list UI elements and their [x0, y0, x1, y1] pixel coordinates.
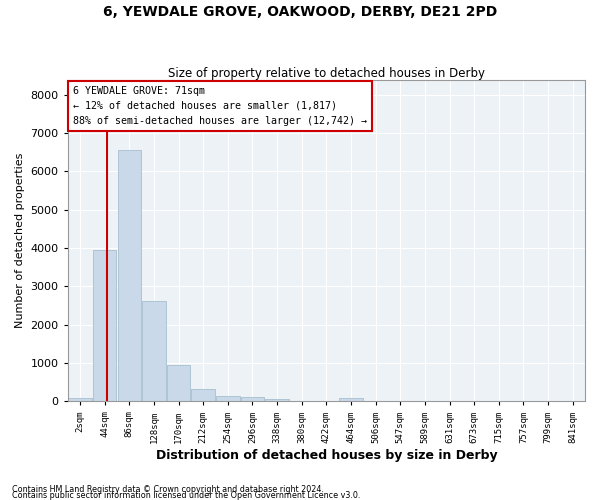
- Title: Size of property relative to detached houses in Derby: Size of property relative to detached ho…: [168, 66, 485, 80]
- Y-axis label: Number of detached properties: Number of detached properties: [15, 152, 25, 328]
- X-axis label: Distribution of detached houses by size in Derby: Distribution of detached houses by size …: [155, 450, 497, 462]
- Bar: [265, 398, 289, 402]
- Bar: [167, 364, 190, 402]
- Text: 6, YEWDALE GROVE, OAKWOOD, DERBY, DE21 2PD: 6, YEWDALE GROVE, OAKWOOD, DERBY, DE21 2…: [103, 5, 497, 19]
- Bar: [216, 396, 239, 402]
- Text: Contains HM Land Registry data © Crown copyright and database right 2024.: Contains HM Land Registry data © Crown c…: [12, 485, 324, 494]
- Bar: [142, 301, 166, 402]
- Text: 6 YEWDALE GROVE: 71sqm
← 12% of detached houses are smaller (1,817)
88% of semi-: 6 YEWDALE GROVE: 71sqm ← 12% of detached…: [73, 86, 367, 126]
- Bar: [93, 250, 116, 402]
- Text: Contains public sector information licensed under the Open Government Licence v3: Contains public sector information licen…: [12, 490, 361, 500]
- Bar: [191, 388, 215, 402]
- Bar: [118, 150, 141, 402]
- Bar: [339, 398, 362, 402]
- Bar: [68, 398, 92, 402]
- Bar: [241, 397, 264, 402]
